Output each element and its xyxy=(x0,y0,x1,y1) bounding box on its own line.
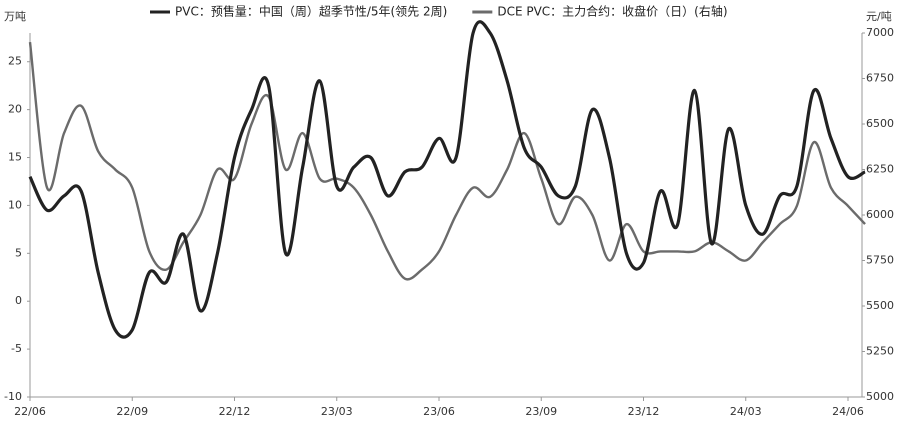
x-tick-label: 23/12 xyxy=(628,405,660,418)
legend-label: PVC：预售量：中国（周）超季节性/5年(领先 2周) xyxy=(175,4,447,19)
y-tick-label: 15 xyxy=(8,151,22,164)
legend: PVC：预售量：中国（周）超季节性/5年(领先 2周) DCE PVC：主力合约：… xyxy=(150,4,728,19)
x-tick-label: 22/09 xyxy=(116,405,148,418)
y-unit: 万吨 xyxy=(4,10,26,23)
y-tick-label: 5 xyxy=(15,246,22,259)
x-tick-label: 23/06 xyxy=(423,405,455,418)
y2-tick-label: 5250 xyxy=(866,345,894,358)
x-tick-label: 23/09 xyxy=(525,405,557,418)
x-tick-label: 22/06 xyxy=(14,405,46,418)
y-tick-label: 0 xyxy=(15,294,22,307)
y-tick-label: 20 xyxy=(8,103,22,116)
x-tick-label: 23/03 xyxy=(321,405,353,418)
y-tick-label: 10 xyxy=(8,198,22,211)
series-line xyxy=(28,20,866,339)
y-tick-label: -10 xyxy=(4,390,22,403)
x-tick-label: 24/03 xyxy=(730,405,762,418)
legend-label: DCE PVC：主力合约：收盘价（日）(右轴) xyxy=(497,4,727,19)
y2-tick-label: 6000 xyxy=(866,208,894,221)
y2-tick-label: 7000 xyxy=(866,26,894,39)
y2-tick-label: 6750 xyxy=(866,72,894,85)
y-tick-label: 25 xyxy=(8,55,22,68)
y2-tick-label: 5500 xyxy=(866,299,894,312)
x-tick-label: 22/12 xyxy=(219,405,251,418)
y2-tick-label: 5000 xyxy=(866,390,894,403)
y2-tick-label: 6500 xyxy=(866,117,894,130)
y-tick-label: -5 xyxy=(11,342,22,355)
x-tick-label: 24/06 xyxy=(832,405,864,418)
series-line xyxy=(28,41,866,281)
y2-tick-label: 5750 xyxy=(866,254,894,267)
y2-tick-label: 6250 xyxy=(866,163,894,176)
y2-unit: 元/吨 xyxy=(866,10,892,23)
